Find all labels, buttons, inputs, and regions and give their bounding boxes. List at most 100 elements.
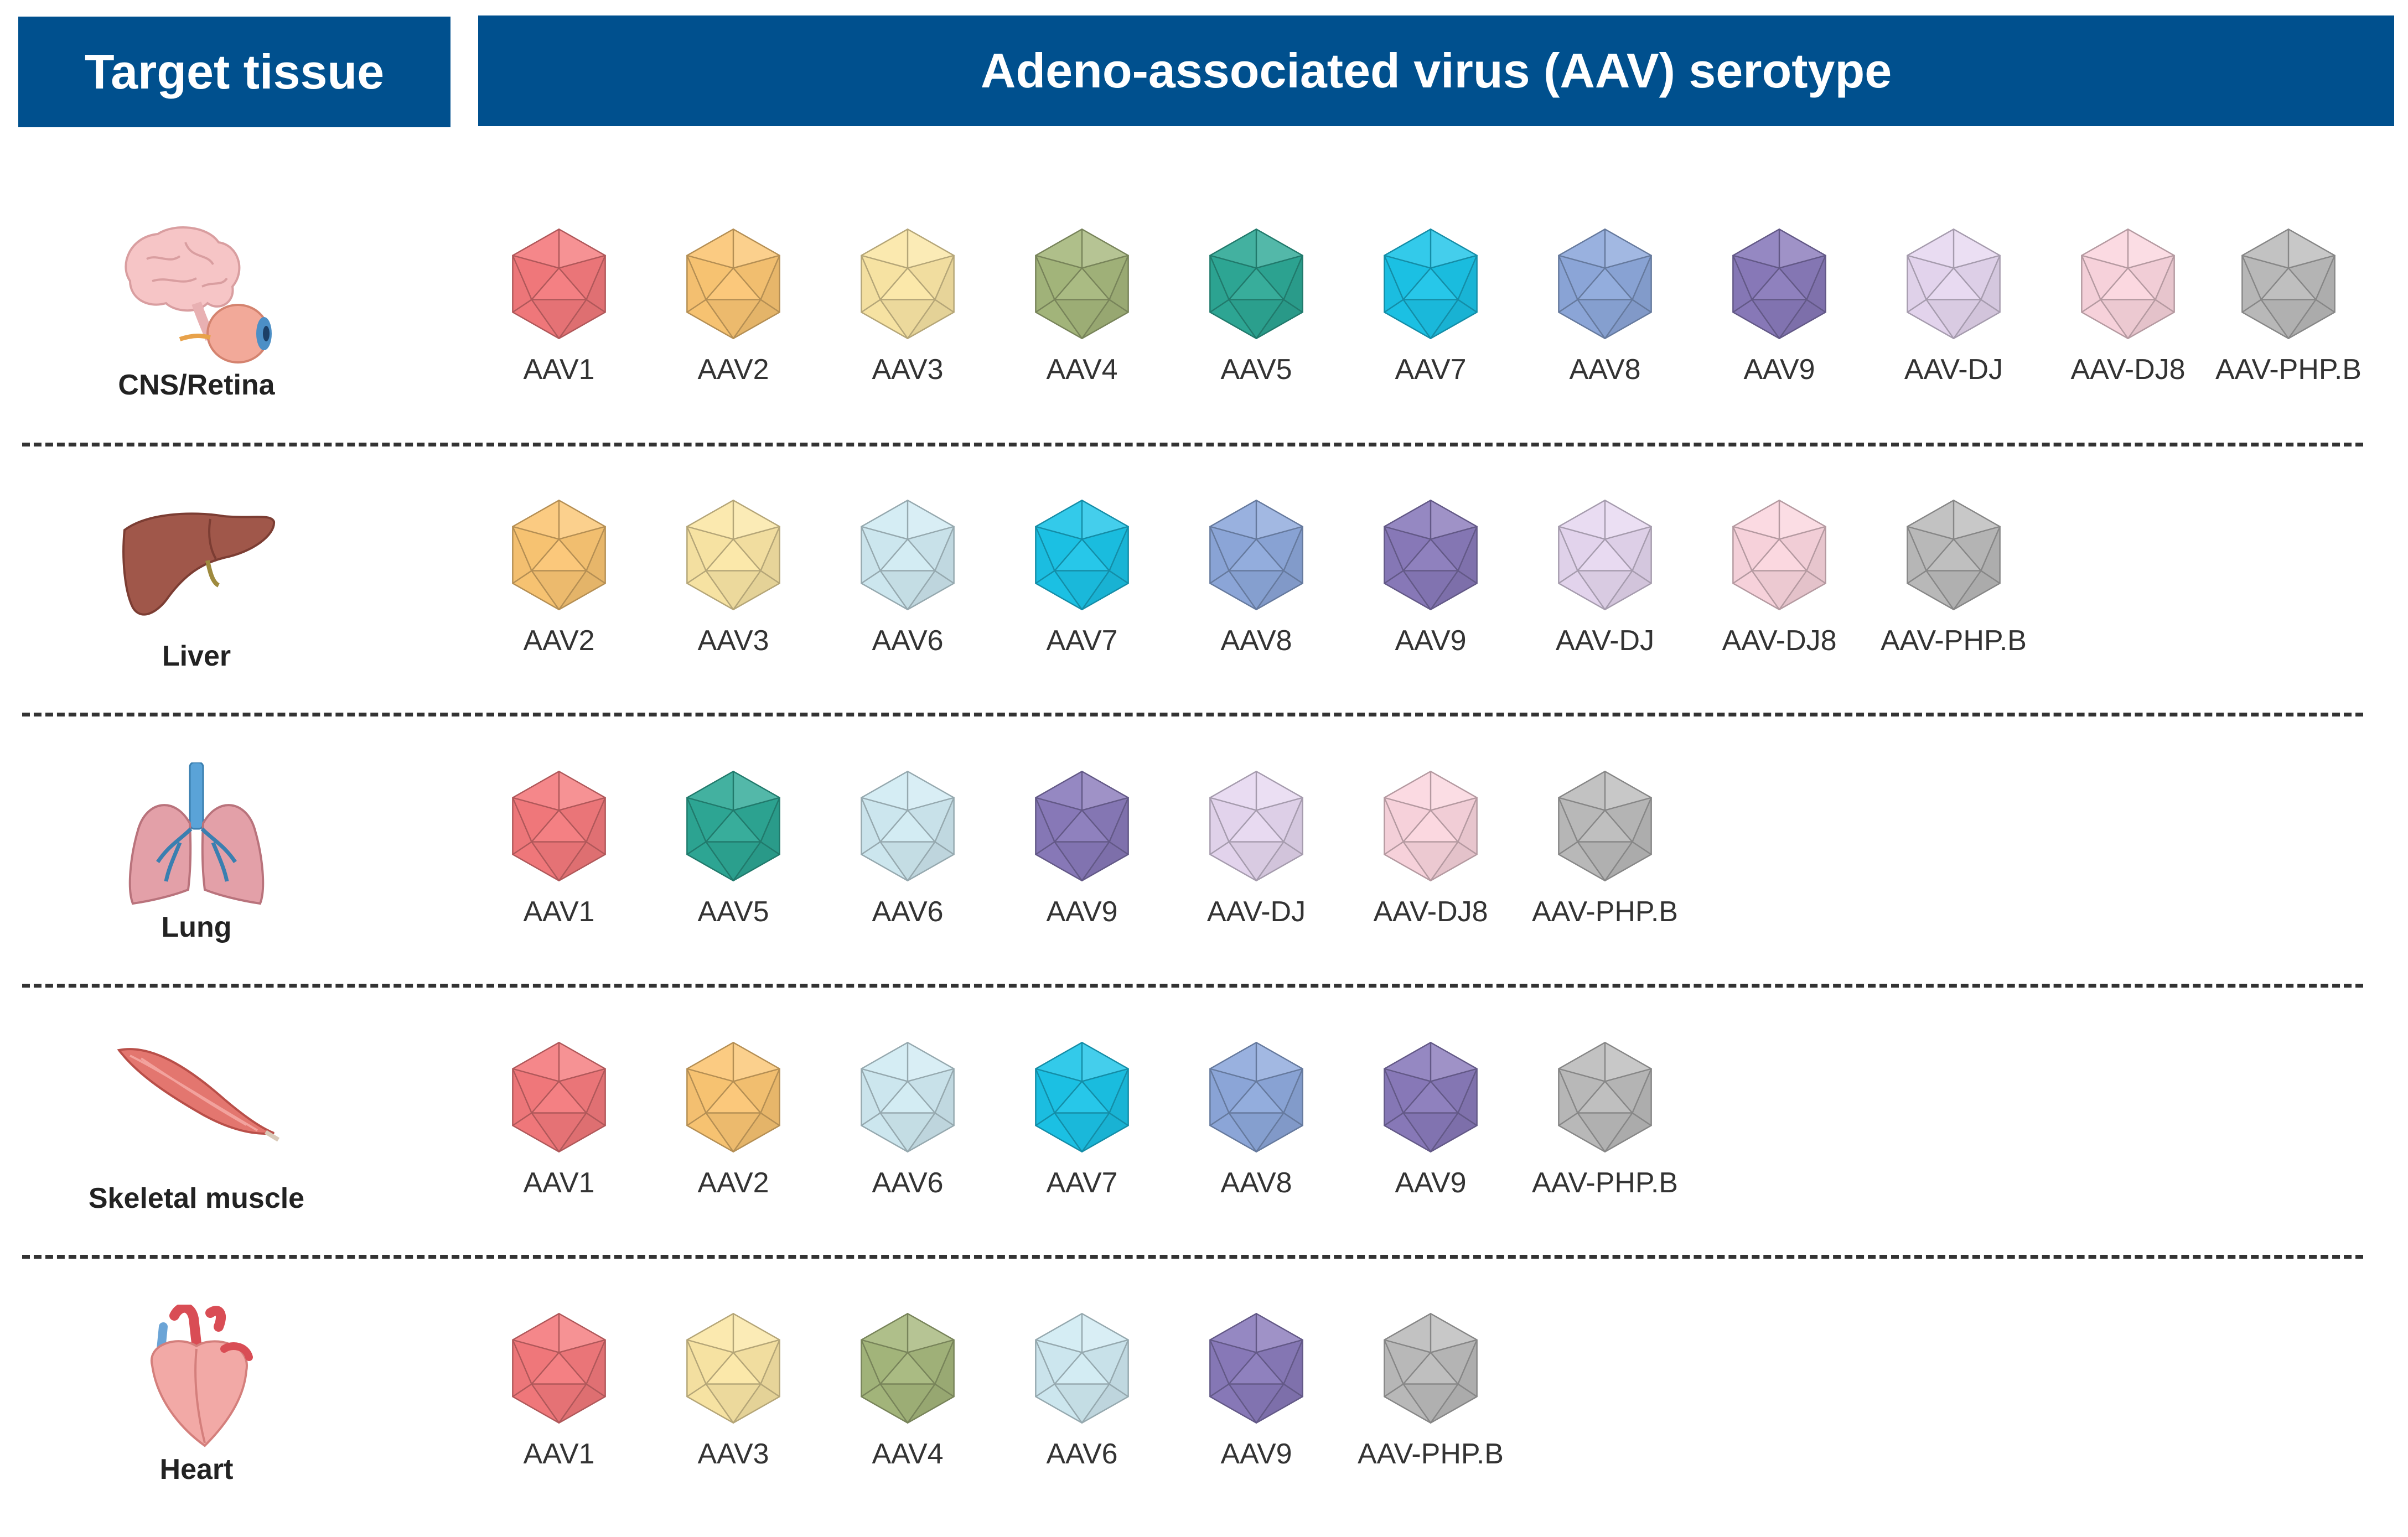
capsid-icon <box>686 1042 780 1152</box>
serotype-item: AAV3 <box>825 220 991 403</box>
serotype-item: AAV-DJ8 <box>2045 220 2211 403</box>
serotype-item: AAV5 <box>1173 220 1339 403</box>
serotype-item: AAV6 <box>825 762 991 945</box>
capsid-icon <box>1384 771 1478 881</box>
serotype-label: AAV8 <box>1220 1167 1292 1199</box>
capsid-icon <box>1907 500 2001 610</box>
serotype-item: AAV-PHP.B <box>2205 220 2371 403</box>
capsid-icon <box>686 500 780 610</box>
serotype-label: AAV-PHP.B <box>2215 354 2362 386</box>
target-tissue-header: Target tissue <box>18 17 450 127</box>
serotype-label: AAV9 <box>1395 625 1467 657</box>
serotype-label: AAV-DJ <box>1555 625 1655 657</box>
capsid-icon <box>512 229 606 339</box>
serotype-item: AAV1 <box>476 1305 642 1487</box>
serotype-item: AAV-DJ <box>1522 491 1688 674</box>
serotype-label: AAV1 <box>523 896 595 928</box>
serotype-label: AAV6 <box>872 1167 944 1199</box>
serotype-item: AAV4 <box>999 220 1165 403</box>
serotype-label: AAV2 <box>523 625 595 657</box>
capsid-icon <box>1384 1042 1478 1152</box>
capsid-icon <box>1209 771 1303 881</box>
heart-icon <box>113 1302 279 1448</box>
lung-icon <box>113 761 279 906</box>
serotype-label: AAV7 <box>1046 625 1118 657</box>
serotype-item: AAV1 <box>476 1034 642 1216</box>
serotype-item: AAV1 <box>476 762 642 945</box>
serotype-label: AAV-DJ8 <box>1373 896 1488 928</box>
capsid-icon <box>1035 229 1129 339</box>
serotype-item: AAV-DJ <box>1871 220 2037 403</box>
capsid-icon <box>512 500 606 610</box>
target-tissue-title: Target tissue <box>84 44 385 99</box>
tissue-label: Lung <box>161 911 232 943</box>
serotype-item: AAV5 <box>650 762 816 945</box>
capsid-icon <box>512 771 606 881</box>
serotype-label: AAV9 <box>1395 1167 1467 1199</box>
capsid-icon <box>512 1313 606 1424</box>
serotype-label: AAV4 <box>872 1438 944 1470</box>
serotype-item: AAV-PHP.B <box>1522 1034 1688 1216</box>
serotype-label: AAV6 <box>872 625 944 657</box>
capsid-icon <box>1209 1313 1303 1424</box>
serotype-item: AAV2 <box>476 491 642 674</box>
serotype-label: AAV5 <box>697 896 769 928</box>
serotype-item: AAV9 <box>1173 1305 1339 1487</box>
serotype-item: AAV7 <box>1348 220 1514 403</box>
liver-icon <box>113 491 279 635</box>
serotype-label: AAV3 <box>872 354 944 386</box>
capsid-icon <box>686 771 780 881</box>
serotype-label: AAV-DJ8 <box>2070 354 2186 386</box>
tissue-label: Liver <box>162 640 231 672</box>
serotype-item: AAV6 <box>825 1034 991 1216</box>
serotype-label: AAV1 <box>523 354 595 386</box>
capsid-icon <box>1732 229 1826 339</box>
capsid-icon <box>1732 500 1826 610</box>
tissue-row: CNS/Retina AAV1 AAV2 AAV3 AAV4 AAV5 AAV7 AAV8 AA… <box>0 220 2408 453</box>
row-divider <box>22 1255 2363 1259</box>
serotype-item: AAV8 <box>1173 491 1339 674</box>
row-divider <box>22 443 2363 446</box>
serotype-label: AAV8 <box>1220 625 1292 657</box>
serotype-item: AAV7 <box>999 491 1165 674</box>
serotype-label: AAV7 <box>1395 354 1467 386</box>
capsid-icon <box>1209 229 1303 339</box>
serotype-label: AAV6 <box>1046 1438 1118 1470</box>
capsid-icon <box>861 771 955 881</box>
serotype-label: AAV9 <box>1743 354 1815 386</box>
capsid-icon <box>2081 229 2175 339</box>
muscle-icon <box>113 1034 280 1177</box>
capsid-icon <box>861 1042 955 1152</box>
capsid-icon <box>1384 500 1478 610</box>
capsid-icon <box>1209 500 1303 610</box>
serotype-label: AAV1 <box>523 1438 595 1470</box>
capsid-icon <box>861 229 955 339</box>
capsid-icon <box>861 500 955 610</box>
capsid-icon <box>1209 1042 1303 1152</box>
capsid-icon <box>1907 229 2001 339</box>
serotype-item: AAV-DJ8 <box>1348 762 1514 945</box>
serotype-item: AAV6 <box>999 1305 1165 1487</box>
serotype-item: AAV8 <box>1173 1034 1339 1216</box>
capsid-icon <box>686 229 780 339</box>
serotype-label: AAV1 <box>523 1167 595 1199</box>
capsid-icon <box>1035 500 1129 610</box>
capsid-icon <box>861 1313 955 1424</box>
serotype-label: AAV3 <box>697 625 769 657</box>
serotype-item: AAV9 <box>1348 491 1514 674</box>
serotype-item: AAV1 <box>476 220 642 403</box>
serotype-label: AAV7 <box>1046 1167 1118 1199</box>
serotype-label: AAV9 <box>1046 896 1118 928</box>
row-divider <box>22 984 2363 988</box>
serotype-label: AAV-PHP.B <box>1358 1438 1504 1470</box>
capsid-icon <box>1558 229 1652 339</box>
serotype-item: AAV2 <box>650 1034 816 1216</box>
serotype-label: AAV5 <box>1220 354 1292 386</box>
serotype-label: AAV2 <box>697 354 769 386</box>
capsid-icon <box>1558 771 1652 881</box>
serotype-label: AAV3 <box>697 1438 769 1470</box>
serotype-label: AAV8 <box>1569 354 1641 386</box>
serotype-item: AAV7 <box>999 1034 1165 1216</box>
capsid-icon <box>1384 229 1478 339</box>
serotype-item: AAV-PHP.B <box>1348 1305 1514 1487</box>
